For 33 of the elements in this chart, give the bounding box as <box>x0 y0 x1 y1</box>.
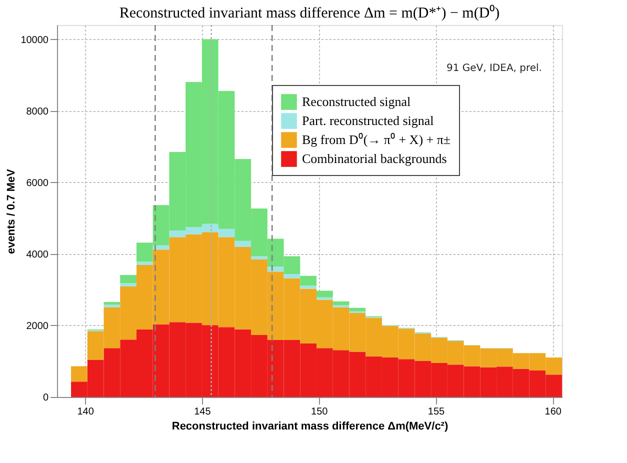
y-tick-label: 8000 <box>26 106 49 118</box>
bar <box>71 366 88 382</box>
bar <box>120 275 136 284</box>
bar <box>284 274 300 278</box>
x-axis-title: Reconstructed invariant mass difference Δm(MeV/c²) <box>172 420 448 432</box>
y-tick-label: 0 <box>42 392 49 404</box>
legend-label: Bg from D⁰(→ π⁰ + X) + π± <box>302 132 451 147</box>
legend-label: Combinatorial backgrounds <box>302 151 447 166</box>
x-tick-label: 145 <box>194 406 212 418</box>
bar <box>234 240 252 247</box>
bar <box>104 302 120 305</box>
y-tick-label: 2000 <box>26 320 49 332</box>
bar <box>104 304 120 308</box>
x-tick-label: 155 <box>428 406 446 418</box>
bar <box>300 276 317 286</box>
y-axis-title: events / 0.7 MeV <box>6 168 18 254</box>
y-tick-label: 6000 <box>26 178 49 189</box>
legend-label: Part. reconstructed signal <box>302 113 434 128</box>
bar <box>332 301 350 306</box>
bar <box>300 286 317 289</box>
legend-label: Reconstructed signal <box>302 94 412 109</box>
x-tick-label: 150 <box>311 406 328 418</box>
y-tick-label: 10000 <box>20 34 49 46</box>
bar <box>349 308 366 312</box>
y-tick-label: 4000 <box>26 249 49 260</box>
x-tick-label: 160 <box>544 406 562 418</box>
bar <box>136 262 153 266</box>
bar <box>251 256 268 260</box>
annotation: 91 GeV, IDEA, prel. <box>446 63 542 74</box>
bar <box>316 290 333 298</box>
x-tick-label: 140 <box>77 406 94 418</box>
bar <box>120 283 136 286</box>
chart-title: Reconstructed invariant mass difference Δm = m(D*⁺) − m(D⁰) <box>119 4 500 22</box>
